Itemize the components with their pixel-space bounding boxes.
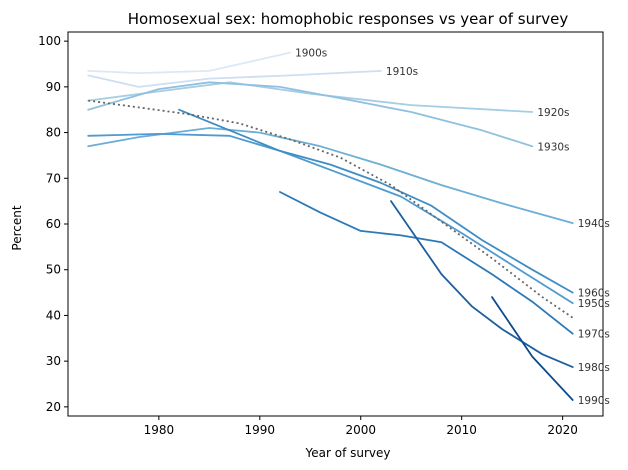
- series-line-1930s: [87, 81, 534, 148]
- y-tick-label: 30: [46, 354, 61, 368]
- series-label-1970s: 1970s: [578, 329, 610, 341]
- x-tick-label: 1980: [144, 423, 175, 437]
- series-label-1990s: 1990s: [578, 395, 610, 407]
- series-label-1980s: 1980s: [578, 362, 610, 374]
- series-line-1940s: [87, 127, 574, 225]
- x-axis-label: Year of survey: [305, 446, 391, 460]
- series-label-1920s: 1920s: [537, 107, 569, 119]
- series-label-1900s: 1900s: [295, 48, 327, 60]
- y-tick-label: 90: [46, 80, 61, 94]
- series-line-1900s: [87, 51, 292, 74]
- plot-frame: [67, 31, 604, 417]
- series-label-1960s: 1960s: [578, 288, 610, 300]
- series-line-1990s: [491, 296, 574, 401]
- series-line-1950s: [87, 132, 574, 305]
- y-tick-label: 50: [46, 263, 61, 277]
- x-tick-label: 1990: [245, 423, 276, 437]
- y-axis-label: Percent: [10, 205, 24, 250]
- y-tick-label: 60: [46, 217, 61, 231]
- y-tick-label: 20: [46, 400, 61, 414]
- series-line-1960s: [178, 108, 574, 294]
- chart-title: Homosexual sex: homophobic responses vs …: [128, 10, 569, 28]
- y-tick-label: 80: [46, 126, 61, 140]
- series-line-1980s: [390, 200, 574, 369]
- series-label-1940s: 1940s: [578, 218, 610, 230]
- y-tick-label: 70: [46, 171, 61, 185]
- series-label-1910s: 1910s: [386, 66, 418, 78]
- x-tick-label: 2000: [345, 423, 376, 437]
- series-line-1910s: [87, 70, 382, 88]
- series-line-1920s: [87, 81, 534, 113]
- plot-area: 1980 1990 2000 2010 202020304050607080901001…: [38, 31, 610, 437]
- x-tick-label: 2010: [446, 423, 477, 437]
- y-tick-label: 100: [38, 34, 61, 48]
- series-label-1950s: 1950s: [578, 298, 610, 310]
- y-tick-label: 40: [46, 308, 61, 322]
- x-tick-label: 2020: [547, 423, 578, 437]
- series-label-1930s: 1930s: [537, 141, 569, 153]
- series-line-1970s: [279, 191, 574, 335]
